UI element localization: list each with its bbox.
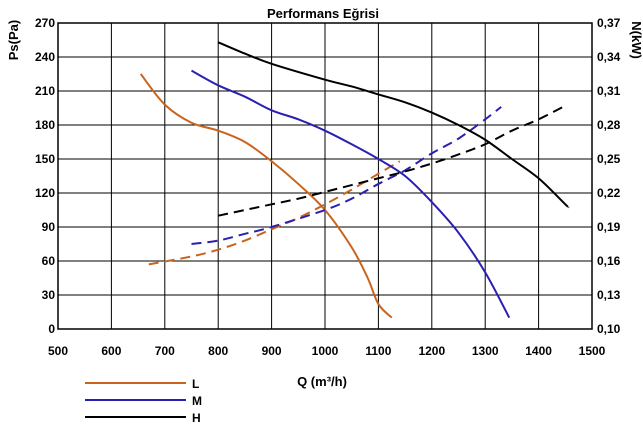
x-tick-label: 1200 xyxy=(418,344,445,358)
x-axis-title: Q (m³/h) xyxy=(297,374,347,389)
x-tick-label: 700 xyxy=(155,344,175,358)
x-tick-label: 600 xyxy=(101,344,121,358)
y-left-tick-labels: 0 30 60 90 120 150 180 210 240 270 xyxy=(35,16,55,336)
x-tick-label: 1000 xyxy=(312,344,339,358)
series-l-pressure-curve xyxy=(139,73,393,319)
y-right-tick-label: 0,19 xyxy=(597,220,621,234)
x-tick-label: 900 xyxy=(262,344,282,358)
y-left-tick-label: 240 xyxy=(35,50,55,64)
y-right-tick-label: 0,13 xyxy=(597,288,621,302)
legend-label-h: H xyxy=(192,411,201,425)
x-tick-labels: 500 600 700 800 900 1000 1100 1200 1300 1400 1500 xyxy=(48,344,606,358)
series-layer xyxy=(139,41,570,319)
x-tick-label: 1400 xyxy=(525,344,552,358)
legend: LMH xyxy=(85,377,202,425)
legend-label-l: L xyxy=(192,377,199,391)
y-left-tick-label: 120 xyxy=(35,186,55,200)
chart-title: Performans Eğrisi xyxy=(267,6,379,21)
x-tick-label: 800 xyxy=(208,344,228,358)
y-right-tick-label: 0,10 xyxy=(597,322,621,336)
y-right-tick-labels: 0,10 0,13 0,16 0,19 0,22 0,25 0,28 0,31 0,34 0,37 xyxy=(597,16,621,336)
y-left-tick-label: 150 xyxy=(35,152,55,166)
y-left-tick-label: 60 xyxy=(42,254,56,268)
series-m-power-curve xyxy=(191,106,502,245)
y-left-tick-label: 0 xyxy=(48,322,55,336)
y-left-tick-label: 30 xyxy=(42,288,56,302)
x-tick-label: 1500 xyxy=(579,344,606,358)
series-l-power-curve xyxy=(148,160,401,266)
y-left-tick-label: 270 xyxy=(35,16,55,30)
legend-label-m: M xyxy=(192,394,202,408)
y-left-tick-label: 210 xyxy=(35,84,55,98)
y-right-tick-label: 0,16 xyxy=(597,254,621,268)
y-left-axis-title: Ps(Pa) xyxy=(6,20,21,60)
y-left-tick-label: 90 xyxy=(42,220,56,234)
grid-lines xyxy=(57,22,593,330)
y-right-tick-label: 0,22 xyxy=(597,186,621,200)
y-right-axis-title: N(kW) xyxy=(629,21,643,59)
y-right-tick-label: 0,25 xyxy=(597,152,621,166)
x-tick-label: 1300 xyxy=(472,344,499,358)
y-right-tick-label: 0,37 xyxy=(597,16,621,30)
series-m-pressure-curve xyxy=(191,69,511,319)
plot-frame xyxy=(57,22,593,330)
series-h-pressure-curve xyxy=(217,41,570,209)
x-tick-label: 500 xyxy=(48,344,68,358)
y-left-tick-label: 180 xyxy=(35,118,55,132)
x-tick-label: 1100 xyxy=(365,344,391,358)
y-right-tick-label: 0,34 xyxy=(597,50,621,64)
series-h-power-curve xyxy=(217,104,566,217)
y-right-tick-label: 0,31 xyxy=(597,84,621,98)
y-right-tick-label: 0,28 xyxy=(597,118,621,132)
